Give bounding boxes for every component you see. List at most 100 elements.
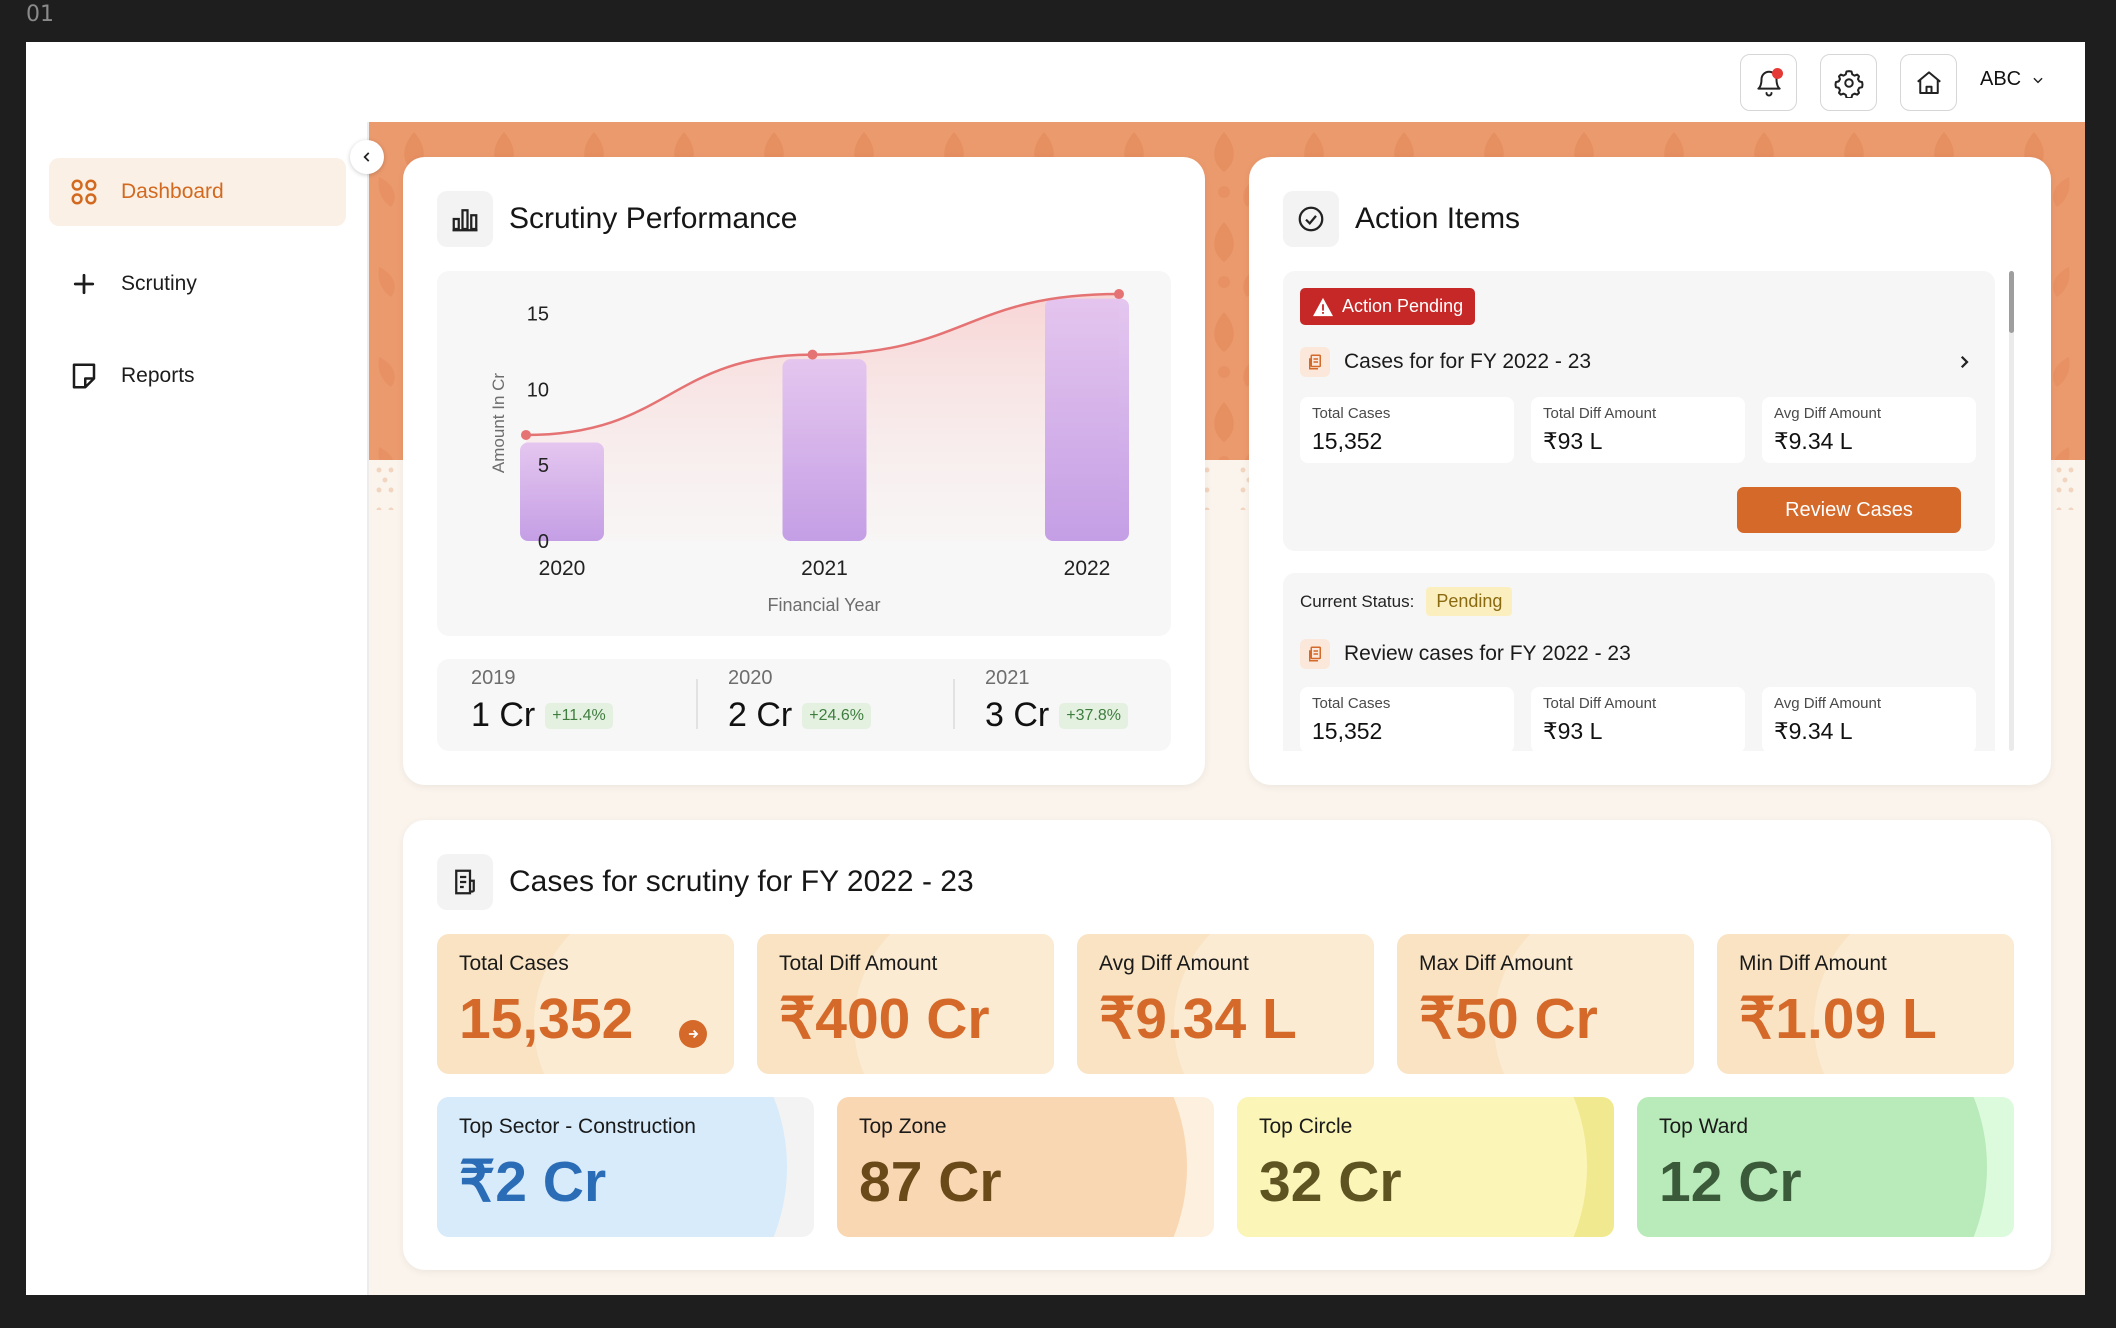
mini-stat-value: ₹9.34 L bbox=[1774, 428, 1853, 454]
gear-icon bbox=[1834, 69, 1863, 98]
mini-stat-label: Total Diff Amount bbox=[1543, 695, 1657, 712]
bar bbox=[1045, 298, 1129, 541]
year-value: 3 Cr bbox=[985, 696, 1050, 734]
card-decoration bbox=[837, 1097, 1187, 1237]
x-tick-label: 2022 bbox=[1064, 557, 1111, 580]
user-menu[interactable]: ABC bbox=[1980, 68, 2045, 91]
document-icon bbox=[1300, 347, 1330, 377]
mini-stat-label: Total Diff Amount bbox=[1543, 405, 1657, 422]
mini-stat-value: ₹93 L bbox=[1543, 428, 1603, 454]
x-tick-label: 2021 bbox=[801, 557, 848, 580]
change-badge: +37.8% bbox=[1059, 702, 1128, 729]
sidebar-item-scrutiny[interactable]: Scrutiny bbox=[49, 250, 346, 318]
year-item: 2020 2 Cr +24.6% bbox=[728, 667, 871, 735]
status-label: Current Status: bbox=[1300, 591, 1415, 611]
sidebar-item-reports[interactable]: Reports bbox=[49, 342, 346, 410]
stat-label: Min Diff Amount bbox=[1739, 952, 1887, 975]
stat-label: Avg Diff Amount bbox=[1099, 952, 1249, 975]
warning-icon bbox=[1313, 297, 1333, 316]
sidebar-item-label: Dashboard bbox=[121, 180, 224, 203]
card-decoration bbox=[1237, 1097, 1587, 1237]
stat-value: ₹50 Cr bbox=[1419, 987, 1598, 1051]
action-items-list[interactable]: Action Pending Cases for for FY 2022 - 2… bbox=[1283, 271, 2003, 751]
x-tick-label: 2020 bbox=[539, 557, 586, 580]
stat-card: Top Zone 87 Cr bbox=[837, 1097, 1214, 1237]
home-icon bbox=[1916, 70, 1941, 94]
stat-label: Top Sector - Construction bbox=[459, 1115, 696, 1138]
chart-svg: 0 5 10 15 2020 2021 2022 Financial Year Amount I… bbox=[489, 289, 1129, 615]
review-cases-button[interactable]: Review Cases bbox=[1737, 487, 1961, 533]
stat-value: 15,352 bbox=[459, 987, 634, 1051]
mini-stat-label: Avg Diff Amount bbox=[1774, 405, 1882, 422]
card-decoration bbox=[437, 1097, 787, 1237]
collapse-sidebar-button[interactable] bbox=[350, 140, 384, 174]
action-item-line: Cases for for FY 2022 - 23 bbox=[1300, 347, 1591, 377]
settings-button[interactable] bbox=[1820, 54, 1877, 111]
y-tick-label: 15 bbox=[527, 304, 549, 326]
card-header: Cases for scrutiny for FY 2022 - 23 bbox=[437, 854, 974, 910]
year-value: 1 Cr bbox=[471, 696, 536, 734]
mini-stat: Total Diff Amount ₹93 L bbox=[1531, 687, 1745, 751]
year-item: 2019 1 Cr +11.4% bbox=[471, 667, 613, 735]
data-point bbox=[521, 429, 531, 440]
stat-label: Total Cases bbox=[459, 952, 569, 975]
mini-stat: Total Diff Amount ₹93 L bbox=[1531, 397, 1745, 463]
mini-stat: Avg Diff Amount ₹9.34 L bbox=[1762, 687, 1976, 751]
home-button[interactable] bbox=[1900, 54, 1957, 111]
card-header: Scrutiny Performance bbox=[437, 191, 797, 247]
stat-label: Top Zone bbox=[859, 1115, 947, 1138]
document-icon bbox=[1300, 639, 1330, 669]
mini-stat-label: Avg Diff Amount bbox=[1774, 695, 1882, 712]
change-badge: +24.6% bbox=[802, 702, 871, 729]
stat-value: ₹9.34 L bbox=[1099, 987, 1297, 1051]
main-content: Scrutiny Performance 0 5 10 15 2020 2021 2022 F… bbox=[369, 122, 2085, 1295]
divider bbox=[953, 679, 955, 729]
action-pending-badge: Action Pending bbox=[1300, 288, 1476, 325]
mini-stat-value: ₹93 L bbox=[1543, 718, 1603, 744]
yearly-summary: 2019 1 Cr +11.4% 2020 2 Cr +24.6% 2021 3 C… bbox=[437, 659, 1171, 751]
card-decoration bbox=[1174, 934, 1374, 1074]
mini-stat-value: ₹9.34 L bbox=[1774, 718, 1853, 744]
scrutiny-performance-card: Scrutiny Performance 0 5 10 15 2020 2021 2022 F… bbox=[403, 157, 1205, 785]
y-tick-label: 0 bbox=[538, 531, 549, 553]
notification-button[interactable] bbox=[1740, 54, 1797, 111]
stat-value: ₹2 Cr bbox=[459, 1150, 607, 1214]
year-value: 2 Cr bbox=[728, 696, 793, 734]
card-title: Scrutiny Performance bbox=[509, 202, 798, 235]
stat-card: Top Circle 32 Cr bbox=[1237, 1097, 1614, 1237]
action-item-text: Review cases for FY 2022 - 23 bbox=[1344, 642, 1631, 665]
scrollbar[interactable] bbox=[2009, 271, 2014, 751]
scrollbar-thumb[interactable] bbox=[2009, 271, 2014, 333]
stat-label: Top Circle bbox=[1259, 1115, 1353, 1138]
y-tick-label: 10 bbox=[527, 379, 549, 401]
user-name: ABC bbox=[1980, 68, 2022, 90]
stat-label: Top Ward bbox=[1659, 1115, 1749, 1138]
chevron-right-icon[interactable] bbox=[1955, 353, 1973, 371]
y-tick-label: 5 bbox=[538, 455, 549, 477]
action-item-text: Cases for for FY 2022 - 23 bbox=[1344, 350, 1592, 373]
mini-stat: Total Cases 15,352 bbox=[1300, 687, 1514, 751]
stat-value: ₹1.09 L bbox=[1739, 987, 1937, 1051]
plus-icon bbox=[73, 273, 95, 295]
top-bar: ABC bbox=[26, 42, 2085, 122]
chevron-left-icon bbox=[363, 152, 370, 162]
x-axis-label: Financial Year bbox=[767, 595, 880, 615]
card-decoration bbox=[1637, 1097, 1987, 1237]
y-axis-label: Amount In Cr bbox=[489, 373, 508, 473]
stat-value: 32 Cr bbox=[1259, 1150, 1402, 1214]
action-item: Current Status: Pending Review cases for… bbox=[1283, 573, 1995, 751]
sidebar-item-dashboard[interactable]: Dashboard bbox=[49, 158, 346, 226]
stat-label: Total Diff Amount bbox=[779, 952, 938, 975]
mini-stat-label: Total Cases bbox=[1312, 695, 1391, 712]
open-total-cases-button[interactable] bbox=[679, 1020, 707, 1048]
stat-card: Min Diff Amount ₹1.09 L bbox=[1717, 934, 2014, 1074]
chevron-down-icon bbox=[2033, 77, 2043, 83]
stat-card: Avg Diff Amount ₹9.34 L bbox=[1077, 934, 1374, 1074]
mini-stat-label: Total Cases bbox=[1312, 405, 1391, 422]
stat-card: Top Ward 12 Cr bbox=[1637, 1097, 2014, 1237]
card-decoration bbox=[534, 934, 734, 1074]
check-circle-icon bbox=[1283, 191, 1339, 247]
stat-card[interactable]: Total Cases 15,352 bbox=[437, 934, 734, 1074]
arrow-right-icon bbox=[688, 1029, 699, 1039]
stat-card: Top Sector - Construction ₹2 Cr bbox=[437, 1097, 814, 1237]
